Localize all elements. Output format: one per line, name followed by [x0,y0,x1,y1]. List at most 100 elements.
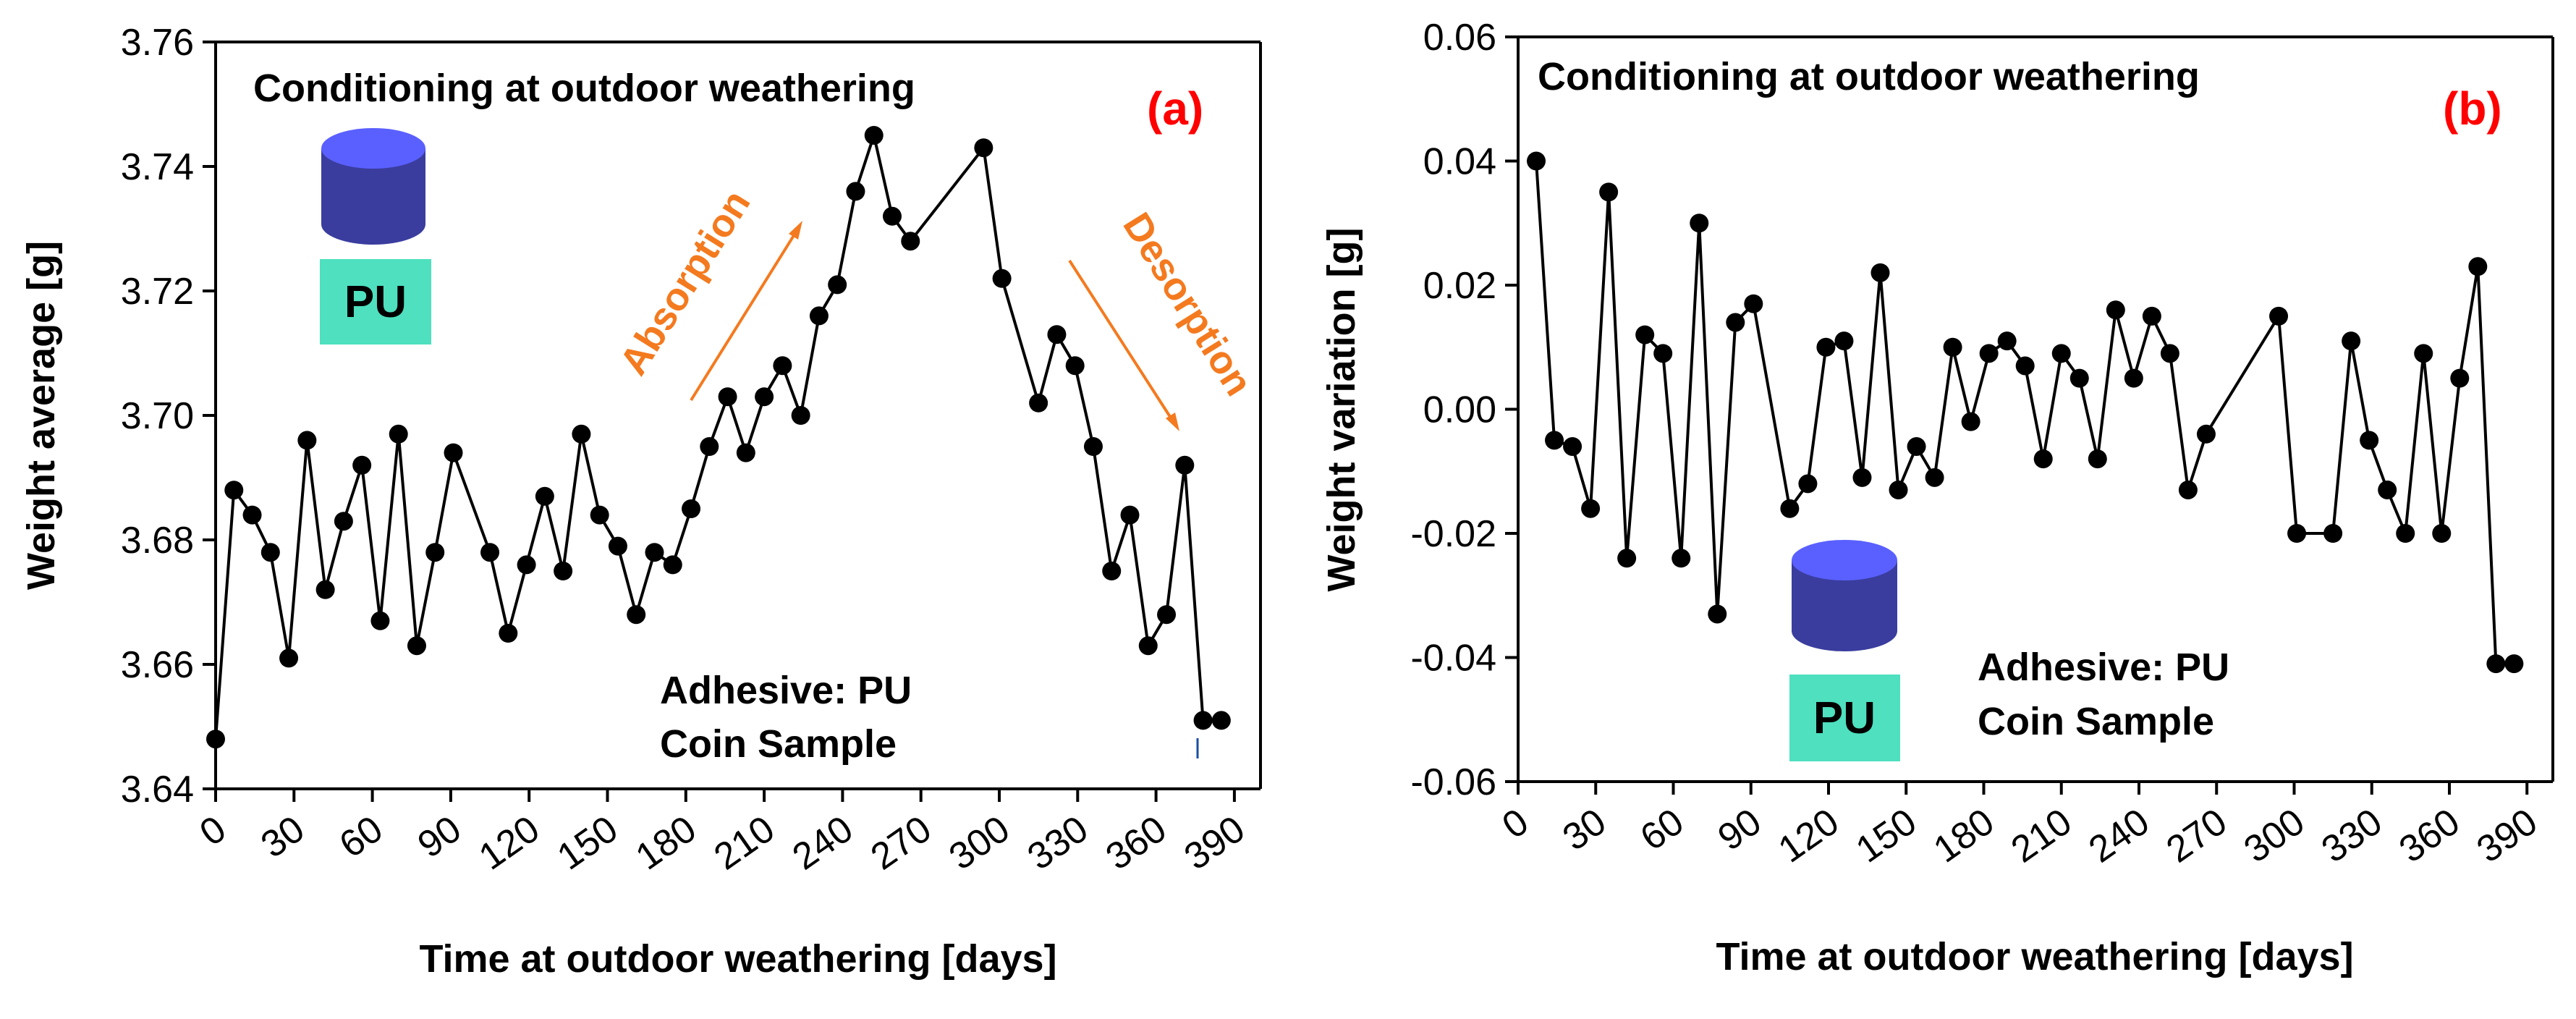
data-point [1617,549,1637,568]
data-point [1744,294,1763,313]
chart-a-x-axis-title: Time at outdoor weathering [days] [419,937,1056,981]
data-point [1527,151,1546,171]
data-point [480,543,500,562]
data-point [1065,356,1085,376]
data-point [1997,331,2017,351]
data-point [1047,325,1067,344]
data-point [572,424,591,444]
data-point [206,730,225,749]
data-point [974,138,993,158]
data-point [1211,711,1231,730]
data-point [1961,412,1980,431]
data-point [2396,524,2415,543]
data-point [2033,449,2053,469]
data-point [773,356,792,376]
x-tick-label: 30 [1555,800,1614,859]
y-tick-label: 3.72 [121,271,194,313]
data-point [2504,654,2524,674]
data-point [242,505,262,525]
x-tick-label: 60 [1633,800,1692,859]
y-tick-label: 3.64 [121,769,194,811]
y-tick-label: 0.04 [1423,141,1496,183]
data-point [2069,368,2089,388]
x-tick-label: 30 [254,808,313,866]
x-tick-label: 150 [550,808,625,878]
data-point [370,611,390,630]
x-tick-label: 90 [1711,800,1769,859]
data-point [1726,313,1745,332]
chart-b-sample-label: Coin Sample [1978,700,2214,743]
data-point [1979,344,1999,363]
y-tick-label: -0.06 [1410,761,1496,803]
chart-a-y-axis-title: Weight average [g] [20,241,63,590]
chart-a-absorption-arrow [690,229,798,402]
data-point [1672,549,1691,568]
data-point [2142,306,2161,326]
data-point [718,387,737,407]
data-point [791,406,810,425]
data-point [1653,344,1673,363]
data-point [2106,300,2125,320]
chart-a-title: Conditioning at outdoor weathering [253,67,915,110]
chart-a-adhesive-label: Adhesive: PU [660,669,912,712]
data-point [1083,437,1103,456]
data-point [279,648,299,668]
chart-b-pu-box [1789,675,1900,761]
x-tick-label: 300 [942,808,1017,878]
data-point [2124,368,2143,388]
data-point [700,437,719,456]
x-tick-label: 240 [785,808,860,878]
data-point [645,543,664,562]
data-point [1870,263,1890,282]
y-tick-label: 3.68 [121,520,194,562]
data-point [2269,306,2289,326]
data-point [2468,257,2488,276]
chart-a: 3.643.663.683.703.723.743.76 0 30 60 90 120 1… [20,22,1262,981]
data-point [1193,711,1213,730]
data-point [517,555,536,575]
chart-b-adhesive-label: Adhesive: PU [1978,646,2229,689]
data-point [1545,431,1564,450]
data-point [2323,524,2343,543]
data-point [846,182,865,201]
data-point [2432,524,2452,543]
chart-b: -0.06-0.04-0.020.000.020.040.06 0 30 60 90 1… [1320,17,2554,978]
x-tick-label: 390 [2470,800,2545,871]
chart-a-desorption-label: Desorption [1114,206,1261,404]
data-point [736,443,755,462]
chart-b-series [1527,151,2524,674]
chart-a-x-ticks: 0 30 60 90 120 150 180 210 240 270 300 330 360 390 [192,789,1253,879]
x-tick-label: 180 [628,808,703,878]
x-tick-label: 210 [707,808,782,878]
chart-a-panel-label: (a) [1147,83,1203,135]
data-point [1635,325,1655,344]
y-tick-label: 0.00 [1423,389,1496,431]
data-point [992,269,1012,288]
x-tick-label: 210 [2004,800,2079,871]
chart-b-x-ticks: 0 30 60 90 120 150 180 210 240 270 300 330 360 390 [1495,782,2545,871]
data-point [389,424,408,444]
x-tick-label: 300 [2237,800,2312,871]
data-point [2088,449,2107,469]
y-tick-label: -0.02 [1410,513,1496,555]
chart-a-cylinder-icon [321,128,425,245]
chart-b-panel-label: (b) [2443,83,2502,135]
data-point [1599,182,1619,202]
data-point [1798,474,1818,494]
data-point [2015,356,2035,376]
y-tick-label: 0.06 [1423,17,1496,59]
data-point [352,455,372,475]
data-point [1943,337,1962,357]
data-point [297,431,317,450]
y-tick-label: -0.04 [1410,638,1496,680]
chart-b-title: Conditioning at outdoor weathering [1538,55,2200,98]
data-point [2360,431,2379,450]
data-point [2051,344,2071,363]
data-point [1175,455,1195,475]
data-point [2178,480,2198,499]
chart-b-cylinder-icon [1792,540,1897,651]
data-point [1029,393,1048,413]
data-point [260,543,280,562]
data-point [499,624,518,643]
x-tick-label: 0 [192,808,234,854]
